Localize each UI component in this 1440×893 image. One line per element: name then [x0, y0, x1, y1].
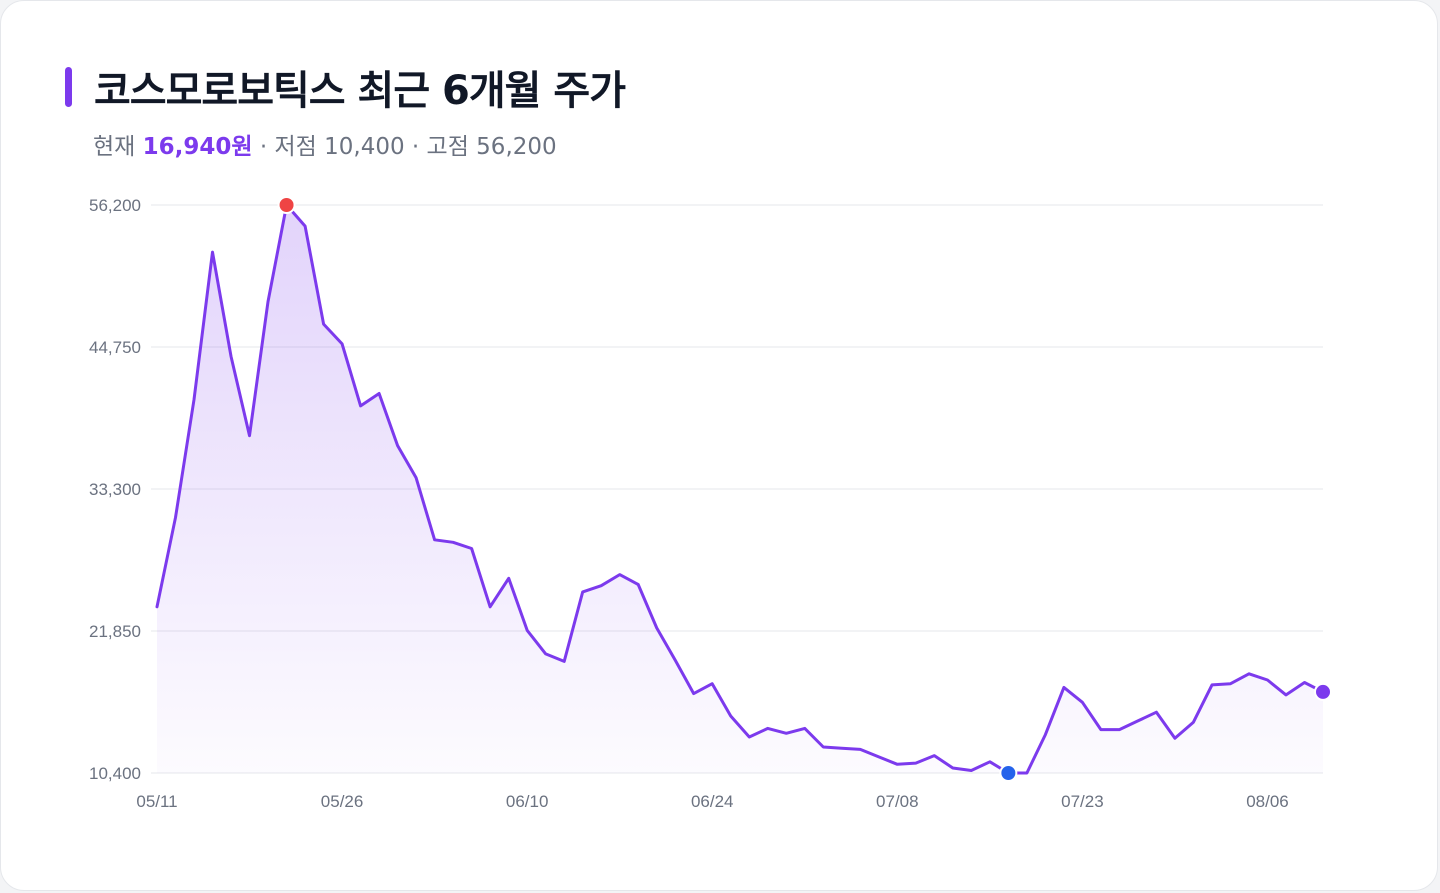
x-tick-label: 05/26 — [321, 792, 364, 811]
current-price: 16,940원 — [142, 134, 253, 160]
x-tick-label: 06/24 — [691, 792, 734, 811]
chart-title: 코스모로보틱스 최근 6개월 주가 — [94, 68, 626, 114]
high-point-marker — [277, 196, 296, 214]
y-tick-label: 56,200 — [89, 196, 141, 215]
x-tick-label: 05/11 — [136, 792, 177, 811]
low-point-marker — [999, 764, 1018, 782]
x-tick-label: 07/23 — [1061, 792, 1104, 811]
title-accent-bar — [65, 67, 72, 107]
price-area — [157, 205, 1323, 773]
title-row: 코스모로보틱스 최근 6개월 주가 — [65, 63, 626, 114]
y-tick-label: 10,400 — [89, 764, 141, 783]
x-tick-label: 08/06 — [1246, 792, 1289, 811]
current-point-marker — [1314, 682, 1332, 701]
y-axis-ticks: 56,200 44,750 33,300 21,850 10,400 — [89, 196, 141, 783]
price-summary: 현재 16,940원 · 저점 10,400 · 고점 56,200 — [93, 127, 557, 161]
y-tick-label: 44,750 — [89, 338, 141, 357]
x-tick-label: 06/10 — [506, 792, 549, 811]
current-label: 현재 — [93, 134, 136, 160]
low-price: · 저점 10,400 — [259, 134, 405, 160]
price-line — [155, 203, 1325, 775]
x-axis-ticks: 05/11 05/26 06/10 06/24 07/08 07/23 08/06 — [136, 792, 1288, 811]
y-tick-label: 33,300 — [89, 480, 141, 499]
y-tick-label: 21,850 — [89, 622, 141, 641]
x-tick-label: 07/08 — [876, 792, 919, 811]
high-price: · 고점 56,200 — [411, 134, 557, 160]
